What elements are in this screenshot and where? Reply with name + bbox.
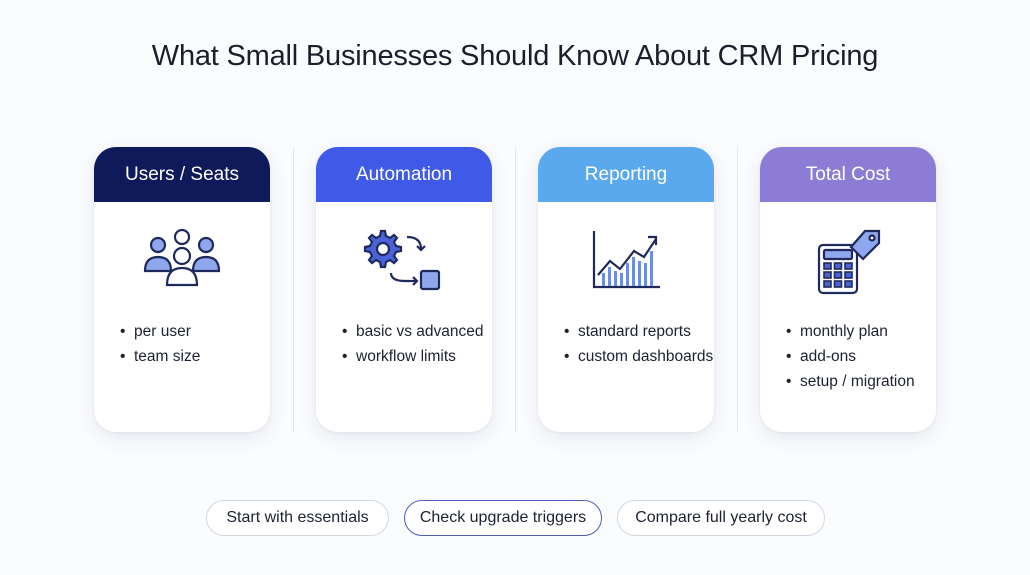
card-users-seats: Users / Seats per user team size <box>94 147 270 432</box>
list-item: workflow limits <box>342 344 484 369</box>
card-list: standard reports custom dashboards <box>564 319 713 369</box>
compare-full-yearly-cost-button[interactable]: Compare full yearly cost <box>617 500 825 536</box>
list-item: setup / migration <box>786 369 928 394</box>
divider <box>293 147 294 432</box>
check-upgrade-triggers-button[interactable]: Check upgrade triggers <box>404 500 602 536</box>
card-list: per user team size <box>120 319 262 369</box>
divider <box>737 147 738 432</box>
card-header: Users / Seats <box>94 147 270 202</box>
list-item: basic vs advanced <box>342 319 484 344</box>
list-item: standard reports <box>564 319 706 344</box>
card-list: monthly plan add-ons setup / migration <box>786 319 928 394</box>
list-item: add-ons <box>786 344 928 369</box>
list-item: per user <box>120 319 262 344</box>
card-header: Total Cost <box>760 147 936 202</box>
card-row: Users / Seats per user team size <box>94 147 937 432</box>
page-title: What Small Businesses Should Know About … <box>151 40 879 72</box>
card-reporting: Reporting <box>538 147 714 432</box>
card-total-cost: Total Cost <box>760 147 936 432</box>
start-with-essentials-button[interactable]: Start with essentials <box>206 500 389 536</box>
card-header: Automation <box>316 147 492 202</box>
users-group-icon <box>143 228 221 287</box>
gear-workflow-icon <box>363 229 441 291</box>
list-item: monthly plan <box>786 319 928 344</box>
list-item: team size <box>120 344 262 369</box>
card-automation: Automation basic vs advanced workflow li <box>316 147 492 432</box>
calculator-price-tag-icon <box>817 229 881 295</box>
action-buttons: Start with essentials Check upgrade trig… <box>0 500 1030 538</box>
list-item: custom dashboards <box>564 344 713 369</box>
bar-chart-trend-icon <box>592 231 660 289</box>
divider <box>515 147 516 432</box>
card-header: Reporting <box>538 147 714 202</box>
card-list: basic vs advanced workflow limits <box>342 319 484 369</box>
